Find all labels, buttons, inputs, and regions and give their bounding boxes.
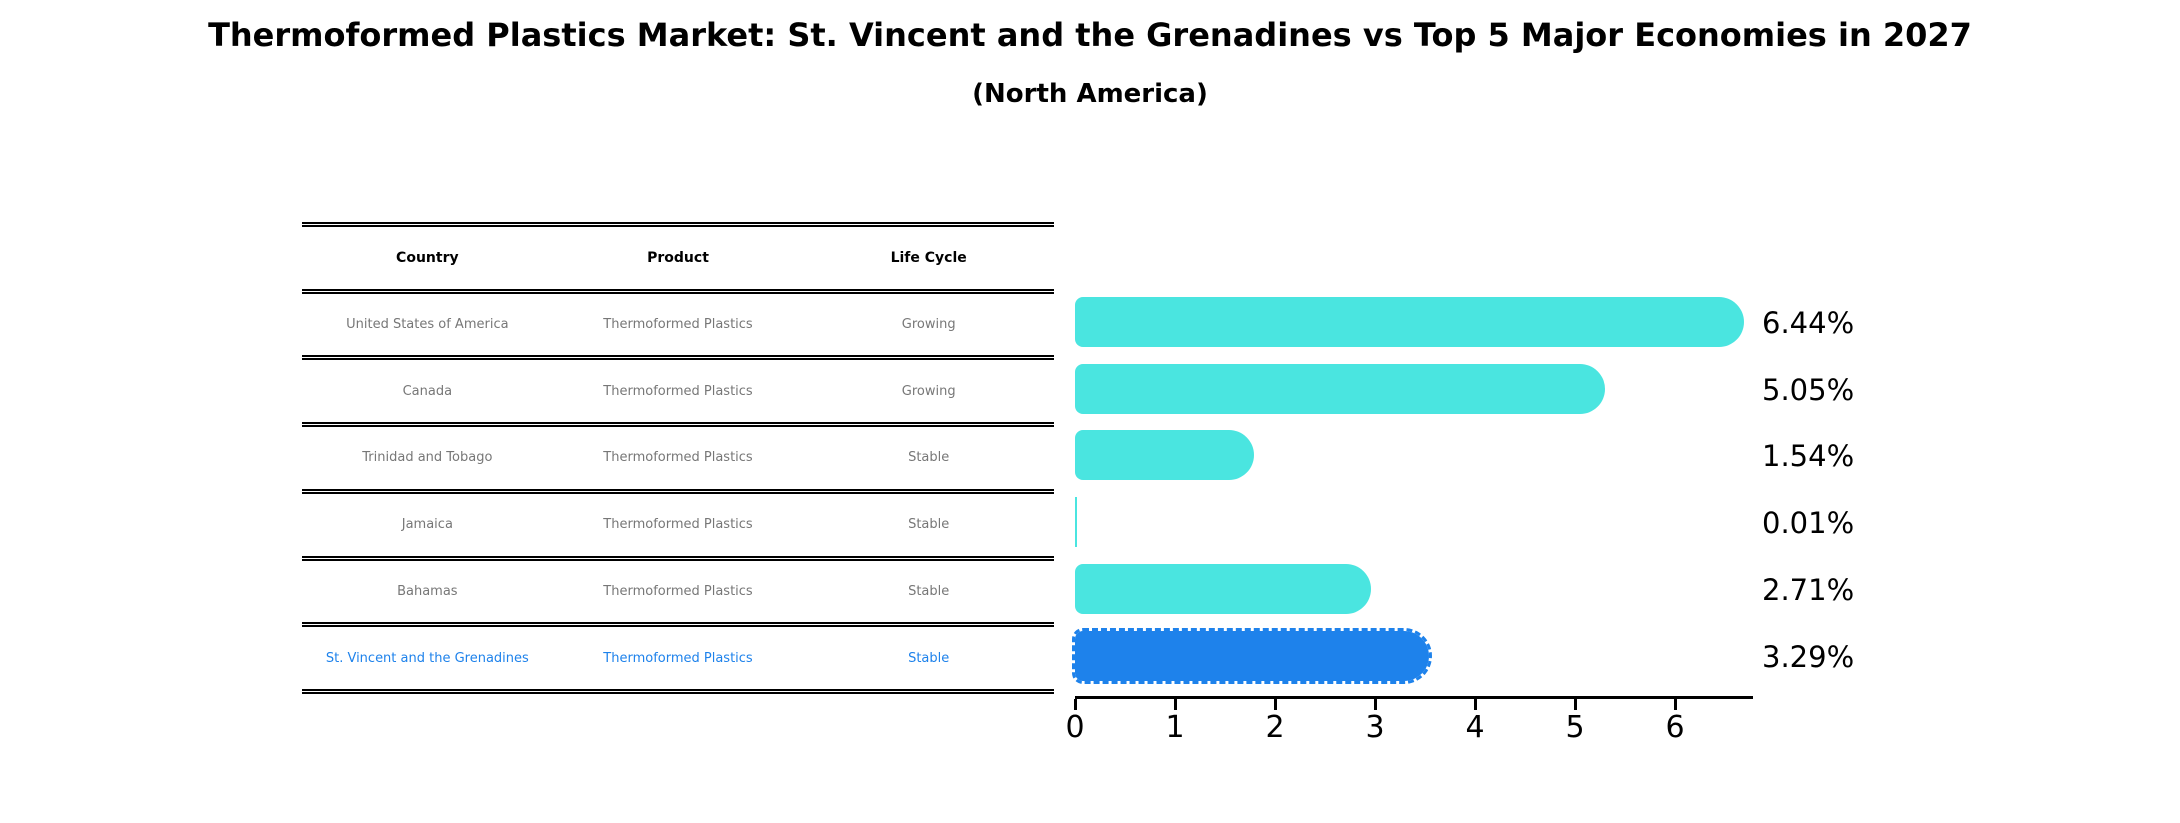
x-axis-tick	[1173, 699, 1177, 710]
table-cell-country: Canada	[402, 383, 453, 399]
column-header: Life Cycle	[890, 249, 967, 266]
value-label: 2.71%	[1762, 572, 1855, 607]
x-axis-tick	[1073, 699, 1077, 710]
table-cell-product: Thermoformed Plastics	[603, 317, 753, 333]
x-axis-tick-label: 6	[1665, 710, 1685, 745]
bar	[1075, 363, 1605, 414]
table-cell-product: Thermoformed Plastics	[603, 517, 753, 533]
x-axis-tick-label: 5	[1565, 710, 1585, 745]
bar	[1075, 497, 1077, 548]
x-axis-line	[1075, 696, 1753, 699]
table-cell-life_cycle: Stable	[908, 583, 950, 599]
table-cell-product: Thermoformed Plastics	[603, 383, 753, 399]
x-axis-tick-label: 3	[1365, 710, 1385, 745]
table-row: Jamaica Thermoformed Plastics Stable	[302, 494, 1054, 561]
table-cell-life_cycle: Stable	[908, 517, 950, 533]
x-axis-tick	[1473, 699, 1477, 710]
table-row: Canada Thermoformed Plastics Growing	[302, 360, 1054, 428]
table-cell-country: Bahamas	[397, 583, 458, 599]
x-axis-tick-label: 4	[1465, 710, 1485, 745]
x-axis-tick	[1673, 699, 1677, 710]
x-axis-tick	[1573, 699, 1577, 710]
table-cell-product: Thermoformed Plastics	[603, 450, 753, 466]
x-axis-tick-label: 2	[1265, 710, 1285, 745]
x-axis-tick-label: 0	[1065, 710, 1085, 745]
table-cell-product: Thermoformed Plastics	[603, 650, 753, 666]
table-cell-life_cycle: Growing	[901, 383, 956, 399]
comparison-table: Country Product Life Cycle United States o…	[302, 222, 1054, 694]
table-row: United States of America Thermoformed Pla…	[302, 294, 1054, 361]
column-header: Product	[647, 249, 709, 266]
value-label: 3.29%	[1762, 639, 1855, 674]
value-label: 6.44%	[1762, 306, 1855, 341]
value-label: 1.54%	[1762, 439, 1855, 474]
table-cell-country: Trinidad and Tobago	[362, 450, 493, 466]
bar	[1075, 563, 1371, 614]
column-header: Country	[396, 249, 459, 266]
bar	[1075, 430, 1254, 481]
table-cell-country: St. Vincent and the Grenadines	[325, 650, 529, 666]
table-header-row: Country Product Life Cycle	[302, 227, 1054, 294]
table-cell-country: United States of America	[346, 317, 509, 333]
bar	[1075, 297, 1744, 348]
table-row: Trinidad and Tobago Thermoformed Plastics…	[302, 427, 1054, 494]
x-axis-tick	[1273, 699, 1277, 710]
table-row: St. Vincent and the Grenadines Thermoform…	[302, 627, 1054, 694]
table-cell-life_cycle: Stable	[908, 450, 950, 466]
table-cell-product: Thermoformed Plastics	[603, 583, 753, 599]
x-axis-tick	[1373, 699, 1377, 710]
highlight-bar	[1072, 627, 1432, 684]
value-label: 0.01%	[1762, 506, 1855, 541]
table-cell-country: Jamaica	[401, 517, 453, 533]
table-row: Bahamas Thermoformed Plastics Stable	[302, 561, 1054, 628]
table-cell-life_cycle: Growing	[901, 317, 956, 333]
value-label: 5.05%	[1762, 372, 1855, 407]
x-axis-tick-label: 1	[1165, 710, 1185, 745]
chart-title: Thermoformed Plastics Market: St. Vincen…	[208, 16, 1972, 54]
chart-subtitle: (North America)	[972, 79, 1208, 109]
table-cell-life_cycle: Stable	[908, 650, 950, 666]
